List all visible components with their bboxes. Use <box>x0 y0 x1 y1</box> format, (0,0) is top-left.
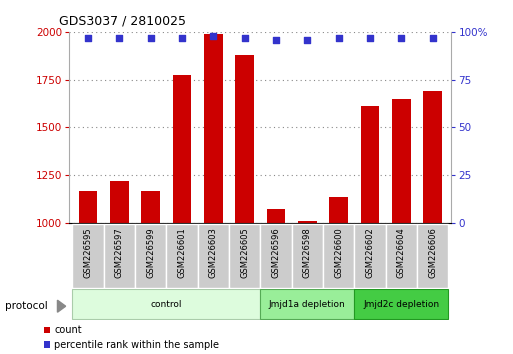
Bar <box>298 221 317 223</box>
Text: GSM226601: GSM226601 <box>177 227 187 278</box>
FancyBboxPatch shape <box>354 290 448 319</box>
Bar <box>267 209 285 223</box>
FancyBboxPatch shape <box>104 224 135 288</box>
Text: GSM226604: GSM226604 <box>397 227 406 278</box>
FancyBboxPatch shape <box>198 224 229 288</box>
Bar <box>141 192 160 223</box>
FancyBboxPatch shape <box>323 224 354 288</box>
FancyBboxPatch shape <box>261 224 292 288</box>
Bar <box>44 341 50 348</box>
Text: control: control <box>151 300 182 309</box>
Point <box>115 35 124 40</box>
Text: GDS3037 / 2810025: GDS3037 / 2810025 <box>59 14 186 27</box>
Point <box>178 35 186 40</box>
Point <box>147 35 155 40</box>
Point <box>334 35 343 40</box>
Text: percentile rank within the sample: percentile rank within the sample <box>54 339 220 350</box>
Text: GSM226599: GSM226599 <box>146 227 155 278</box>
FancyBboxPatch shape <box>386 224 417 288</box>
Text: protocol: protocol <box>5 301 48 311</box>
Bar <box>110 181 129 223</box>
Text: Jmjd2c depletion: Jmjd2c depletion <box>363 300 439 309</box>
FancyBboxPatch shape <box>72 224 104 288</box>
FancyBboxPatch shape <box>261 290 354 319</box>
FancyBboxPatch shape <box>292 224 323 288</box>
FancyBboxPatch shape <box>166 224 198 288</box>
Text: GSM226598: GSM226598 <box>303 227 312 278</box>
Bar <box>361 107 380 223</box>
Bar <box>204 34 223 223</box>
Text: GSM226596: GSM226596 <box>271 227 281 278</box>
FancyBboxPatch shape <box>417 224 448 288</box>
Point <box>209 33 218 39</box>
Text: count: count <box>54 325 82 335</box>
Bar <box>392 99 411 223</box>
Bar <box>78 190 97 223</box>
Text: GSM226595: GSM226595 <box>84 227 92 278</box>
Text: GSM226600: GSM226600 <box>334 227 343 278</box>
Point <box>84 35 92 40</box>
FancyBboxPatch shape <box>135 224 166 288</box>
Text: GSM226602: GSM226602 <box>365 227 374 278</box>
Text: GSM226606: GSM226606 <box>428 227 437 278</box>
Bar <box>173 75 191 223</box>
Text: GSM226603: GSM226603 <box>209 227 218 278</box>
Point <box>241 35 249 40</box>
FancyBboxPatch shape <box>354 224 386 288</box>
Bar <box>423 91 442 223</box>
Point <box>428 35 437 40</box>
Text: GSM226597: GSM226597 <box>115 227 124 278</box>
Bar <box>44 326 50 333</box>
Bar <box>329 197 348 223</box>
Text: Jmjd1a depletion: Jmjd1a depletion <box>269 300 346 309</box>
Point <box>272 37 280 42</box>
Text: GSM226605: GSM226605 <box>240 227 249 278</box>
Point <box>366 35 374 40</box>
FancyBboxPatch shape <box>72 290 261 319</box>
Bar <box>235 55 254 223</box>
Point <box>397 35 405 40</box>
FancyBboxPatch shape <box>229 224 261 288</box>
Polygon shape <box>57 300 66 312</box>
Point <box>303 37 311 42</box>
